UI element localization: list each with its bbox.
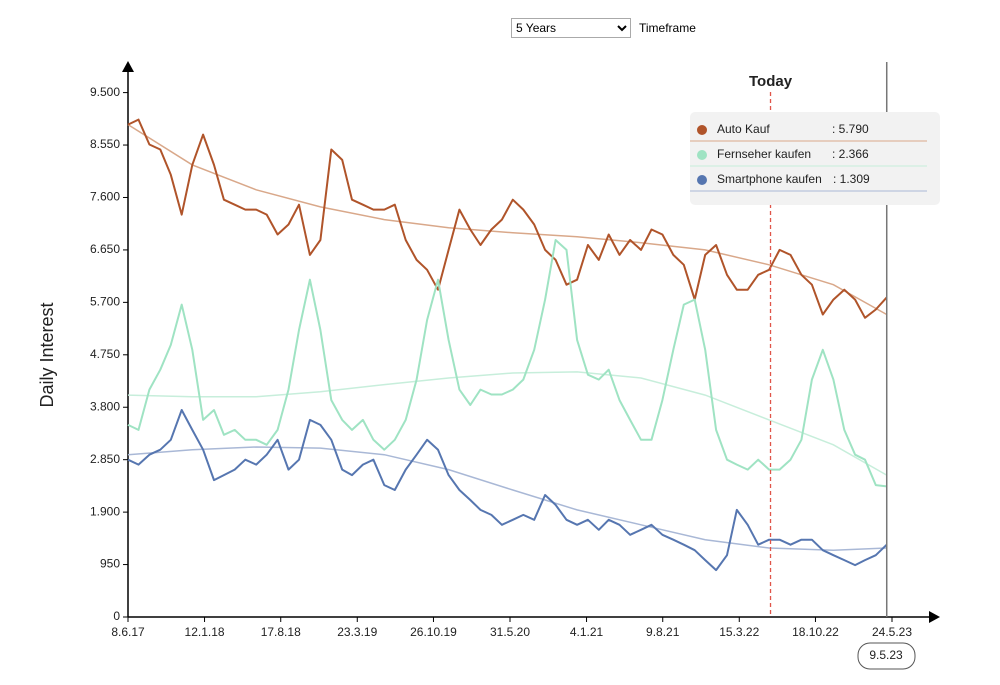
x-tick-label: 8.6.17	[111, 625, 145, 639]
y-tick-label: 0	[113, 609, 120, 623]
timeframe-label: Timeframe	[639, 21, 696, 35]
trend-line	[127, 446, 887, 551]
y-tick-label: 5.700	[90, 295, 120, 309]
y-tick-label: 7.600	[90, 190, 120, 204]
x-tick-label: 23.3.19	[337, 625, 377, 639]
x-tick-label: 18.10.22	[792, 625, 839, 639]
y-axis-arrow	[122, 61, 134, 72]
y-tick-label: 8.550	[90, 137, 120, 151]
y-tick-label: 3.800	[90, 399, 120, 413]
series-line	[127, 118, 888, 319]
x-tick-label: 24.5.23	[872, 625, 912, 639]
series-line	[127, 409, 888, 572]
tooltip-value: : 1.309	[833, 172, 870, 186]
trend-line	[127, 123, 888, 316]
y-tick-label: 9.500	[90, 85, 120, 99]
y-tick-label: 2.850	[90, 452, 120, 466]
x-tick-label: 12.1.18	[185, 625, 225, 639]
x-tick-label: 15.3.22	[719, 625, 759, 639]
x-tick-label: 17.8.18	[261, 625, 301, 639]
series-line	[127, 239, 887, 488]
trend-line	[127, 371, 888, 476]
tooltip-value: : 5.790	[832, 122, 869, 136]
y-tick-label: 6.650	[90, 242, 120, 256]
legend-swatch	[697, 175, 707, 185]
y-tick-label: 1.900	[90, 504, 120, 518]
legend-name: Auto Kauf	[717, 122, 770, 136]
tooltip-value: : 2.366	[832, 147, 869, 161]
x-axis-arrow	[929, 611, 940, 623]
legend-name: Fernseher kaufen	[717, 147, 811, 161]
tooltip-box	[690, 112, 940, 205]
today-label: Today	[749, 73, 793, 90]
y-tick-label: 950	[100, 557, 120, 571]
x-tick-label: 31.5.20	[490, 625, 530, 639]
cursor-label-box	[857, 642, 916, 670]
legend-swatch	[697, 150, 707, 160]
timeframe-select[interactable]: 5 Years	[511, 18, 631, 38]
x-tick-label: 9.8.21	[646, 625, 680, 639]
x-tick-label: 26.10.19	[410, 625, 457, 639]
y-tick-label: 4.750	[90, 347, 120, 361]
x-tick-label: 4.1.21	[570, 625, 604, 639]
cursor-label: 9.5.23	[869, 648, 903, 662]
legend-swatch	[697, 125, 707, 135]
y-axis-label: Daily Interest	[37, 302, 57, 407]
legend-name: Smartphone kaufen	[717, 172, 822, 186]
